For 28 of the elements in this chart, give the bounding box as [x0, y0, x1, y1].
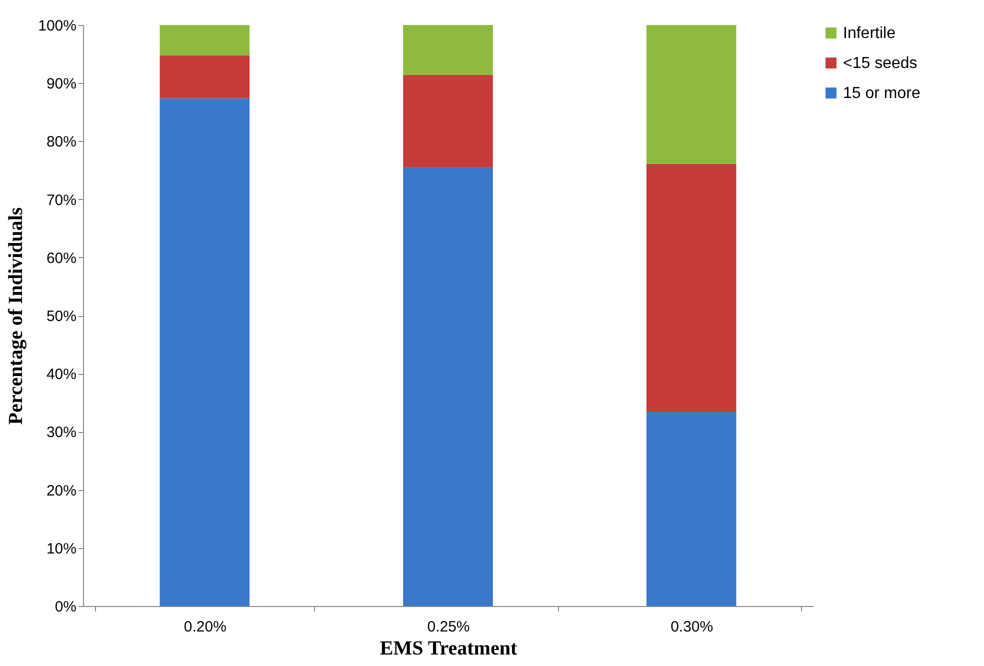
x-tick-label: 0.25% — [427, 618, 470, 636]
y-tick-label: 0% — [54, 598, 76, 616]
legend-label: 15 or more — [843, 85, 920, 102]
legend-label: <15 seeds — [843, 55, 918, 72]
y-tick-label: 50% — [46, 308, 76, 325]
y-tick-label: 90% — [46, 76, 76, 93]
bar — [646, 412, 736, 606]
legend-label: Infertile — [843, 25, 896, 42]
x-tick-label: 0.20% — [184, 618, 226, 636]
bar — [160, 25, 250, 56]
x-axis-title: EMS Treatment — [380, 638, 518, 660]
bar — [403, 168, 493, 606]
bar — [403, 74, 493, 168]
bar — [403, 25, 493, 75]
y-tick-label: 80% — [46, 134, 76, 151]
bar — [160, 55, 250, 98]
y-tick-label: 10% — [46, 540, 76, 558]
y-axis-title: Percentage of Individuals — [5, 207, 28, 425]
y-tick-label: 20% — [46, 482, 76, 500]
bar — [160, 98, 250, 606]
y-tick-label: 60% — [46, 250, 76, 267]
y-tick-label: 70% — [46, 192, 76, 209]
y-tick-label: 40% — [46, 366, 76, 384]
y-tick-label: 30% — [46, 424, 76, 442]
bar — [646, 25, 736, 164]
x-tick-label: 0.30% — [670, 618, 714, 636]
bar — [646, 164, 736, 412]
y-tick-label: 100% — [38, 18, 76, 34]
